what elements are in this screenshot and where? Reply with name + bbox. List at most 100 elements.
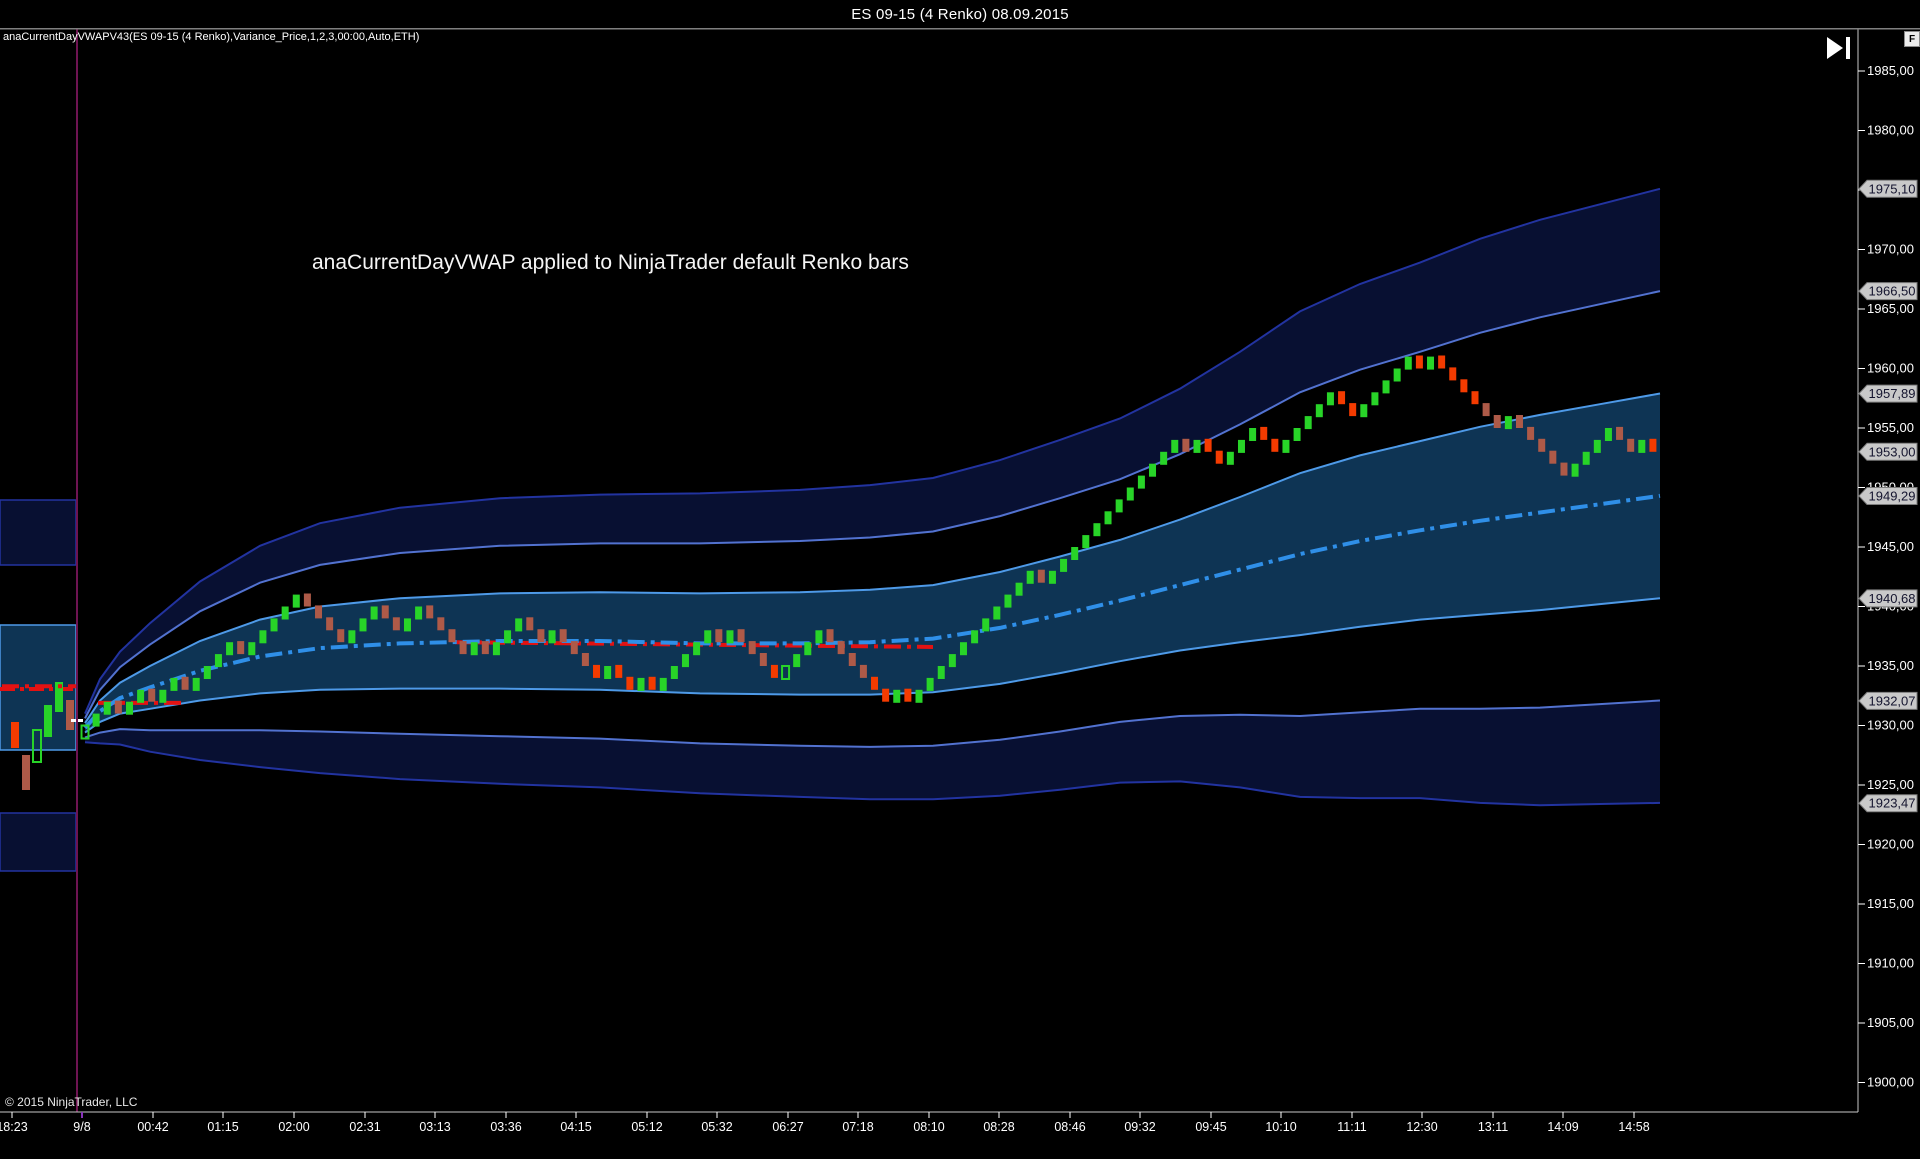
renko-bar (55, 682, 63, 712)
y-tick-label: 1945,00 (1867, 539, 1914, 554)
band-fill-lower (85, 700, 1660, 806)
renko-bar (759, 653, 767, 666)
renko-bar (292, 594, 300, 608)
x-tick-label: 10:10 (1265, 1120, 1296, 1134)
renko-bar (559, 629, 567, 643)
renko-bar (1282, 439, 1290, 453)
renko-bar (1026, 570, 1034, 584)
renko-bar (392, 617, 400, 631)
renko-bar (1360, 404, 1368, 418)
renko-bar (1371, 392, 1379, 406)
window-title: ES 09-15 (4 Renko) 08.09.2015 (851, 5, 1069, 23)
y-tick-label: 1905,00 (1867, 1015, 1914, 1030)
renko-bar (726, 630, 734, 644)
renko-bar (103, 701, 111, 715)
renko-bar (437, 617, 445, 631)
renko-bar (1471, 391, 1479, 405)
renko-bar (159, 689, 167, 703)
renko-bar (170, 677, 178, 691)
price-marker: 1957,89 (1858, 384, 1918, 403)
price-marker: 1923,47 (1858, 794, 1918, 813)
x-tick-label: 12:30 (1406, 1120, 1437, 1134)
renko-bar (1037, 569, 1045, 583)
renko-bar (804, 642, 812, 656)
x-tick-label: 09:45 (1195, 1120, 1226, 1134)
renko-bar (704, 630, 712, 644)
renko-bar (66, 700, 74, 730)
renko-bar (982, 618, 990, 632)
price-marker: 1966,50 (1858, 282, 1918, 301)
renko-bar (181, 676, 189, 690)
renko-bar (326, 617, 334, 631)
renko-bar (237, 641, 245, 655)
y-tick-label: 1960,00 (1867, 361, 1914, 376)
price-marker-tag (1858, 179, 1918, 198)
renko-bar (1293, 428, 1301, 441)
renko-bar (681, 654, 689, 668)
renko-bar (1460, 379, 1468, 393)
renko-bar (1415, 355, 1423, 369)
renko-bar (793, 654, 801, 668)
renko-bar (837, 641, 845, 655)
indicator-label[interactable]: anaCurrentDayVWAPV43(ES 09-15 (4 Renko),… (3, 31, 420, 43)
renko-bar (637, 677, 645, 691)
window-title-bar: ES 09-15 (4 Renko) 08.09.2015 (0, 0, 1920, 29)
x-tick-label: 09:32 (1124, 1120, 1155, 1134)
renko-bar (937, 666, 945, 679)
renko-bar (1338, 391, 1346, 405)
renko-bar (1593, 439, 1601, 453)
renko-bar (492, 642, 500, 656)
renko-bar (971, 630, 979, 644)
renko-bar (993, 606, 1001, 620)
renko-bar (1393, 368, 1401, 382)
price-marker-tag (1858, 794, 1918, 813)
x-tick-label: 13:11 (1478, 1120, 1508, 1134)
renko-bar (1171, 439, 1179, 453)
y-tick-label: 1930,00 (1867, 718, 1914, 733)
renko-bar (1582, 451, 1590, 465)
band-line-plus3 (84, 187, 1661, 714)
chart-canvas[interactable]: 1985,001980,001975,001970,001965,001960,… (0, 29, 1920, 1159)
time-axis[interactable]: 18:23 9/8 00:42 01:15 02:00 02:31 03:13 03:36 04… (0, 1111, 1858, 1134)
band-fill-upper (85, 188, 1660, 719)
renko-bar (226, 642, 234, 656)
renko-bar (403, 618, 411, 632)
renko-bar (1249, 428, 1257, 441)
x-tick-label: 14:58 (1618, 1120, 1649, 1134)
renko-bar (1015, 582, 1023, 596)
renko-bar (626, 676, 634, 690)
x-tick-label: 07:18 (842, 1120, 873, 1134)
renko-bar (748, 641, 756, 655)
renko-bar (948, 654, 956, 668)
renko-bar (44, 705, 52, 737)
go-to-end-icon[interactable] (1827, 37, 1850, 59)
renko-bar (1527, 426, 1535, 440)
renko-bar (515, 618, 523, 632)
focus-button[interactable]: F (1904, 31, 1920, 47)
renko-bar (1115, 499, 1123, 513)
band-line-minus3 (84, 741, 1661, 807)
renko-bar (1549, 450, 1557, 464)
renko-bar (481, 641, 489, 655)
renko-bar (1260, 426, 1268, 440)
renko-bar (904, 688, 912, 702)
renko-bar (648, 676, 656, 690)
price-marker-label: 1966,50 (1869, 284, 1916, 299)
renko-bar (1104, 511, 1112, 525)
renko-bar (926, 677, 934, 691)
renko-bar (459, 641, 467, 655)
renko-bar (125, 701, 133, 715)
renko-bar-hollow (781, 665, 791, 680)
renko-bar (348, 630, 356, 644)
renko-bar (1315, 404, 1323, 418)
x-tick-label: 03:13 (419, 1120, 450, 1134)
y-tick-label: 1910,00 (1867, 956, 1914, 971)
y-tick-label: 1915,00 (1867, 896, 1914, 911)
price-marker-label: 1923,47 (1869, 796, 1916, 811)
renko-bar (882, 688, 890, 702)
x-tick-label: 04:15 (560, 1120, 591, 1134)
prev-upper-band (0, 499, 77, 566)
renko-bar (426, 605, 434, 619)
renko-bar (1404, 356, 1412, 370)
